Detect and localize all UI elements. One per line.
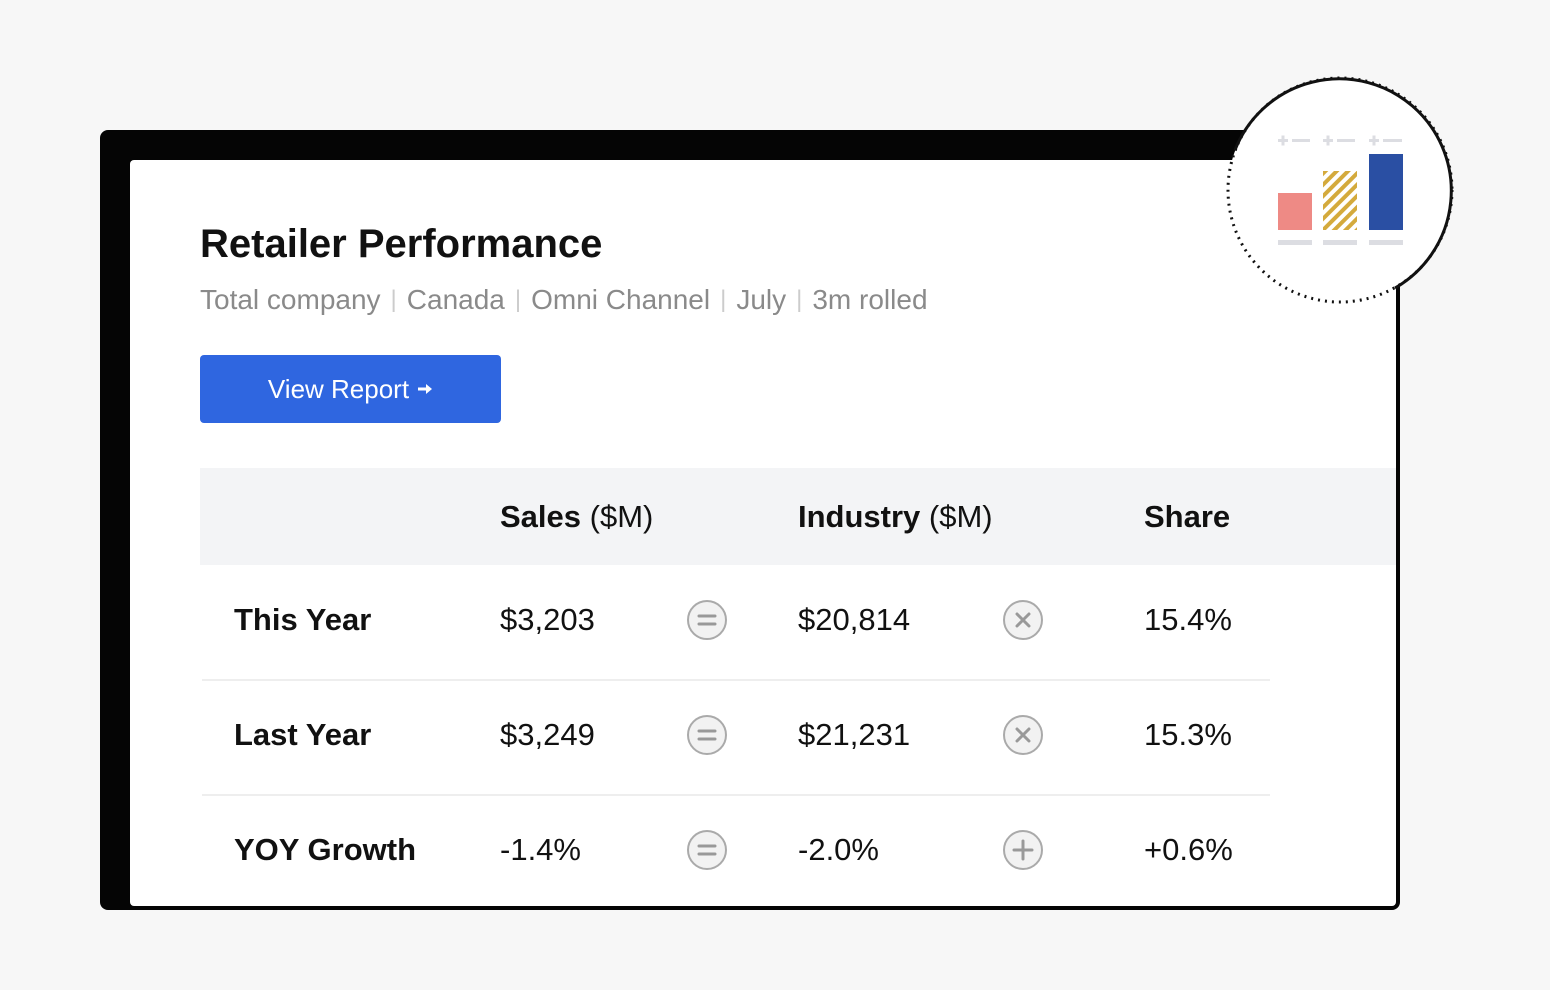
cell: -2.0% (798, 832, 879, 867)
column-name: Sales (500, 499, 582, 534)
cell: $3,203 (500, 602, 595, 637)
column-header: Industry ($M) (798, 468, 993, 565)
subtitle-part: Total company (200, 284, 381, 315)
subtitle-part: Canada (406, 284, 505, 315)
plus-icon (1003, 830, 1043, 870)
column-name: Share (1144, 499, 1231, 534)
row-divider (202, 679, 1270, 681)
view-report-button[interactable]: View Report (200, 355, 501, 423)
cell: 15.4% (1144, 602, 1232, 637)
column-header: Sales ($M) (500, 468, 653, 565)
subtitle-part: July (736, 284, 787, 315)
cell: $21,231 (798, 717, 911, 752)
row-label: YOY Growth (234, 832, 417, 867)
button-label: View Report (267, 373, 410, 404)
column-unit: ($M) (589, 499, 654, 534)
subtitle-part: Omni Channel (531, 284, 711, 315)
separator: | (390, 286, 397, 313)
cell: -1.4% (500, 832, 581, 867)
times-icon (1003, 600, 1043, 640)
row-label: Last Year (234, 717, 372, 752)
cell: 15.3% (1144, 717, 1232, 752)
eq-icon (687, 715, 727, 755)
separator: | (796, 286, 803, 313)
cell: $20,814 (798, 602, 911, 637)
table-header: Sales ($M) Industry ($M) Share (200, 468, 1396, 565)
subtitle-part: 3m rolled (812, 284, 928, 315)
cell: +0.6% (1144, 832, 1233, 867)
column-unit: ($M) (928, 499, 993, 534)
row-label: This Year (234, 602, 372, 637)
cell: $3,249 (500, 717, 595, 752)
separator: | (514, 286, 522, 313)
separator: | (720, 286, 727, 313)
subtitle: Total company | Canada | Omni Channel | July | 3… (200, 284, 928, 316)
eq-icon (687, 830, 727, 870)
row-divider (202, 794, 1270, 796)
times-icon (1003, 715, 1043, 755)
eq-icon (687, 600, 727, 640)
column-header: Share (1144, 468, 1230, 565)
title: Retailer Performance (200, 222, 603, 266)
arrow-icon (418, 384, 433, 394)
chart-badge (1226, 76, 1454, 304)
card: Retailer Performance Total company | Canad… (130, 160, 1396, 906)
column-name: Industry (798, 499, 921, 534)
